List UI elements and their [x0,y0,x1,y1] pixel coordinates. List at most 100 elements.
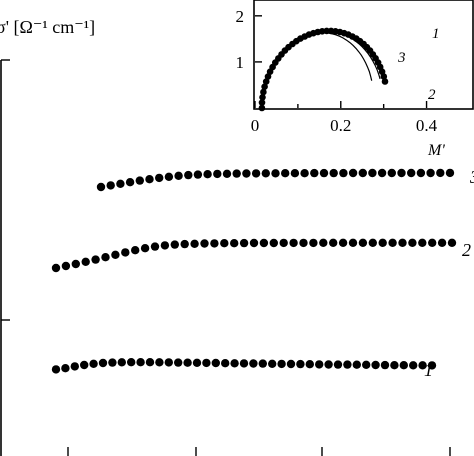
main-series-1-point [268,359,277,368]
main-series-3-point [174,171,183,180]
main-series-3-point [387,168,396,178]
main-series-3-point [222,169,232,178]
main-panel: σ' [Ω⁻¹ cm⁻¹] 1 2 3 [0,17,474,456]
main-series-3-point [116,179,125,188]
main-series-1-point [362,360,371,369]
main-series-3-point [193,170,203,179]
main-series-2-point [329,238,338,247]
main-series-1-point [296,359,305,369]
main-series-1-point [70,362,80,371]
main-series-1-point [80,360,89,370]
main-series-1-point [343,360,352,369]
main-series-2-point [447,238,457,247]
main-series-2-point [71,259,81,269]
main-series-2-point [319,238,328,247]
main-series-3-point [445,168,455,178]
inset-panel: 0 0.2 0.4 1 2 1 2 3 M' [236,0,474,159]
main-series-1-point [89,359,98,368]
main-series-2-point [230,239,239,248]
main-series-3-point [164,172,174,181]
main-series-2-point [289,238,298,248]
main-series-group: 1 2 3 [51,167,474,380]
main-series-2-point [338,238,348,247]
main-series-1-point [418,361,427,370]
main-series-3-point [416,168,426,178]
main-series-1-point [211,358,220,368]
inset-x-tick-label: 0.2 [330,116,351,135]
main-series-1-point [155,358,164,367]
inset-x-tick-label: 0.4 [416,116,438,135]
main-series-2-point [51,263,61,273]
main-series-3-point [251,169,261,178]
main-series-3-point [261,169,270,178]
main-series-1-point [221,359,230,368]
main-series-3-point [310,168,319,178]
main-series-1-point [399,361,408,370]
main-series-3-point [106,181,115,190]
main-series-2-point [398,238,407,247]
main-series-3-point [242,169,251,178]
main-series-3-point [125,178,135,187]
inset-curve-label: 1 [432,26,440,42]
main-series-3-point [232,169,241,178]
main-series-3-point [407,168,416,178]
main-series-1-point [230,359,239,368]
main-series-3-point [155,173,164,183]
main-series-2-point [220,239,229,248]
main-series-2-point [111,250,120,259]
main-series-2-point [408,238,417,247]
main-series-1-point [61,364,70,373]
inset-fit-curve-3 [261,31,373,109]
inset-data-point [262,78,270,85]
main-series-2-point [428,238,437,247]
main-series-3-point [135,176,144,185]
main-series-2-point [418,238,427,247]
main-series-3-point [319,168,329,178]
inset-ticks-group: 0 0.2 0.4 1 2 [236,7,438,135]
main-series-3-point [368,168,377,178]
main-series-1-point [371,360,380,370]
main-series-3-point [203,170,212,179]
main-series-3-point [300,169,309,178]
inset-series-group: 1 2 3 [258,26,440,112]
main-series-2-point [91,255,100,264]
main-series-2-point [368,238,377,247]
main-series-2-point [61,261,71,271]
inset-data-point [380,73,388,80]
main-series-2-point [150,242,160,251]
inset-data-point [259,94,266,101]
main-series-1-point [51,365,61,374]
inset-curve-label: 2 [428,87,436,103]
main-series-2-point [299,238,308,248]
main-series-2-point [358,238,368,247]
main-series-2-point [131,246,140,255]
main-series-3-point [281,169,290,178]
main-series-3-point [213,169,222,179]
main-series-3-point [96,182,106,192]
main-series-3-point [339,168,348,178]
inset-data-point [260,88,267,96]
inset-data-point [261,83,268,90]
main-series-3-point [358,168,367,178]
main-series-label: 2 [462,240,471,260]
main-series-1-point [145,358,155,367]
main-series-2-point [180,239,189,249]
main-series-2-point [121,248,130,257]
main-series-2-point [200,239,209,248]
main-series-3-point [397,168,406,178]
main-series-1-point [98,358,108,368]
inset-frame [253,0,474,110]
main-series-2-point [249,238,259,248]
inset-fit-curve-2 [261,30,386,109]
inset-data-point [258,99,266,106]
main-series-2-point [378,238,387,247]
inset-y-tick-label: 1 [236,53,245,72]
inset-y-tick-label: 2 [236,7,245,26]
main-series-3-point [426,168,435,178]
main-series-1-point [108,358,117,367]
main-series-1-point [324,360,333,369]
main-series-2-point [210,239,219,248]
main-series-2-point [140,244,150,253]
main-series-1-point [305,360,314,369]
